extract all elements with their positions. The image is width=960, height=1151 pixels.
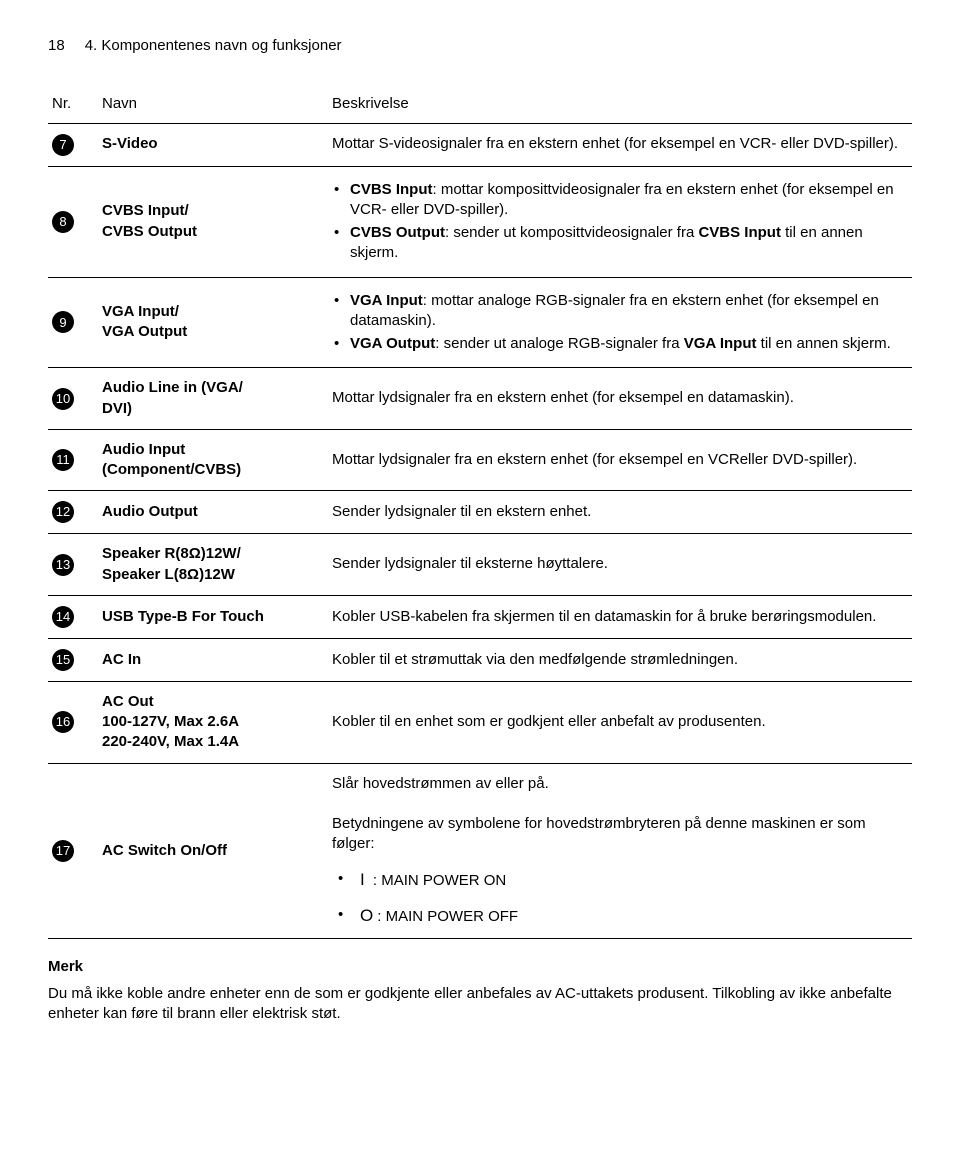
row-desc-cell: Sender lydsignaler til en ekstern enhet. <box>328 491 912 534</box>
row-number-cell: 11 <box>48 429 98 491</box>
row-number-badge: 15 <box>52 649 74 671</box>
row-name-cell: USB Type-B For Touch <box>98 595 328 638</box>
row-number-badge: 8 <box>52 211 74 233</box>
bullet-item: VGA Output: sender ut analoge RGB-signal… <box>332 334 908 354</box>
row-number-cell: 12 <box>48 491 98 534</box>
col-name: Navn <box>98 86 328 123</box>
row-name-cell: Audio Line in (VGA/DVI) <box>98 368 328 430</box>
row-number-badge: 11 <box>52 449 74 471</box>
row-number-badge: 17 <box>52 840 74 862</box>
note-text: Du må ikke koble andre enheter enn de so… <box>48 984 912 1025</box>
symbol-line: O: MAIN POWER OFF <box>332 905 908 928</box>
col-nr: Nr. <box>48 86 98 123</box>
row-number-cell: 13 <box>48 534 98 596</box>
table-row: 11 Audio Input(Component/CVBS)Mottar lyds… <box>48 429 912 491</box>
page-number: 18 <box>48 36 65 56</box>
page-header: 18 4. Komponentenes navn og funksjoner <box>48 36 912 56</box>
row-number-cell: 14 <box>48 595 98 638</box>
table-row: 9 VGA Input/VGA OutputVGA Input: mottar a… <box>48 277 912 368</box>
symbol-line: I : MAIN POWER ON <box>332 869 908 892</box>
desc-text: Slår hovedstrømmen av eller på.Betydning… <box>332 774 908 855</box>
table-row: 13 Speaker R(8Ω)12W/Speaker L(8Ω)12WSende… <box>48 534 912 596</box>
power-symbol: I <box>360 869 365 892</box>
row-desc-cell: Kobler til en enhet som er godkjent elle… <box>328 681 912 763</box>
row-name-cell: CVBS Input/CVBS Output <box>98 166 328 277</box>
table-row: 14 USB Type-B For TouchKobler USB-kabelen… <box>48 595 912 638</box>
bullet-list: CVBS Input: mottar komposittvideosignale… <box>332 180 908 264</box>
component-table: Nr. Navn Beskrivelse 7 S-VideoMottar S-vi… <box>48 86 912 939</box>
row-desc-cell: VGA Input: mottar analoge RGB-signaler f… <box>328 277 912 368</box>
table-row: 15 AC InKobler til et strømuttak via den … <box>48 638 912 681</box>
bullet-item: CVBS Output: sender ut komposittvideosig… <box>332 223 908 264</box>
row-number-cell: 8 <box>48 166 98 277</box>
row-number-cell: 15 <box>48 638 98 681</box>
note-heading: Merk <box>48 957 912 977</box>
bullet-item: CVBS Input: mottar komposittvideosignale… <box>332 180 908 221</box>
row-desc-cell: Kobler USB-kabelen fra skjermen til en d… <box>328 595 912 638</box>
row-name-cell: Audio Input(Component/CVBS) <box>98 429 328 491</box>
table-row: 8 CVBS Input/CVBS OutputCVBS Input: motta… <box>48 166 912 277</box>
symbol-label: : MAIN POWER OFF <box>377 908 518 925</box>
row-name-cell: S-Video <box>98 123 328 166</box>
row-number-cell: 17 <box>48 763 98 939</box>
row-desc-cell: Mottar lydsignaler fra en ekstern enhet … <box>328 429 912 491</box>
row-desc-cell: Sender lydsignaler til eksterne høyttale… <box>328 534 912 596</box>
power-symbol: O <box>360 905 373 928</box>
row-number-badge: 14 <box>52 606 74 628</box>
row-desc-cell: CVBS Input: mottar komposittvideosignale… <box>328 166 912 277</box>
table-row: 10 Audio Line in (VGA/DVI)Mottar lydsigna… <box>48 368 912 430</box>
row-number-badge: 13 <box>52 554 74 576</box>
table-row: 12 Audio OutputSender lydsignaler til en … <box>48 491 912 534</box>
table-row: 16 AC Out100-127V, Max 2.6A220-240V, Max … <box>48 681 912 763</box>
row-number-cell: 16 <box>48 681 98 763</box>
row-number-badge: 10 <box>52 388 74 410</box>
row-number-cell: 9 <box>48 277 98 368</box>
row-desc-cell: Mottar S-videosignaler fra en ekstern en… <box>328 123 912 166</box>
row-number-badge: 7 <box>52 134 74 156</box>
row-number-badge: 12 <box>52 501 74 523</box>
row-desc-cell: Mottar lydsignaler fra en ekstern enhet … <box>328 368 912 430</box>
row-name-cell: AC Out100-127V, Max 2.6A220-240V, Max 1.… <box>98 681 328 763</box>
table-header-row: Nr. Navn Beskrivelse <box>48 86 912 123</box>
chapter-title: 4. Komponentenes navn og funksjoner <box>85 36 342 56</box>
bullet-list: VGA Input: mottar analoge RGB-signaler f… <box>332 291 908 355</box>
row-number-cell: 7 <box>48 123 98 166</box>
row-name-cell: Audio Output <box>98 491 328 534</box>
row-number-cell: 10 <box>48 368 98 430</box>
symbol-label: : MAIN POWER ON <box>369 872 507 889</box>
row-name-cell: VGA Input/VGA Output <box>98 277 328 368</box>
bullet-item: VGA Input: mottar analoge RGB-signaler f… <box>332 291 908 332</box>
row-desc-cell: Slår hovedstrømmen av eller på.Betydning… <box>328 763 912 939</box>
col-desc: Beskrivelse <box>328 86 912 123</box>
row-name-cell: AC Switch On/Off <box>98 763 328 939</box>
row-name-cell: AC In <box>98 638 328 681</box>
row-name-cell: Speaker R(8Ω)12W/Speaker L(8Ω)12W <box>98 534 328 596</box>
table-row: 7 S-VideoMottar S-videosignaler fra en ek… <box>48 123 912 166</box>
table-row: 17 AC Switch On/OffSlår hovedstrømmen av … <box>48 763 912 939</box>
row-number-badge: 9 <box>52 311 74 333</box>
row-number-badge: 16 <box>52 711 74 733</box>
row-desc-cell: Kobler til et strømuttak via den medfølg… <box>328 638 912 681</box>
